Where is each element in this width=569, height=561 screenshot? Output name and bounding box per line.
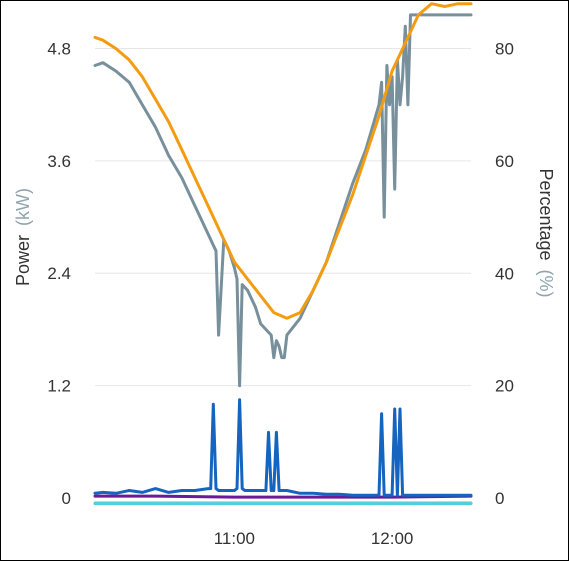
x-ticks: 11:00 12:00 — [214, 529, 414, 548]
y-right-tick-label: 60 — [495, 152, 514, 171]
y-left-tick-label: 0 — [62, 489, 71, 508]
y-left-label: Power — [13, 235, 33, 286]
series-layer — [93, 2, 473, 506]
y-right-tick-label: 20 — [495, 377, 514, 396]
gridlines — [95, 47, 471, 387]
y-right-tick-label: 0 — [495, 489, 504, 508]
y-left-tick-label: 2.4 — [47, 264, 71, 283]
y-left-tick-label: 1.2 — [47, 377, 71, 396]
y-right-unit: (%) — [536, 270, 556, 298]
series-line — [93, 398, 473, 497]
series-line — [93, 494, 473, 499]
y-left-ticks: 0 1.2 2.4 3.6 4.8 — [47, 39, 71, 508]
y-left-tick-label: 4.8 — [47, 39, 71, 58]
y-left-axis-title: Power (kW) — [13, 188, 33, 286]
x-tick-label: 11:00 — [214, 529, 255, 548]
x-tick-label: 12:00 — [371, 529, 414, 548]
y-right-label: Percentage — [536, 168, 556, 260]
y-left-unit: (kW) — [13, 188, 33, 226]
y-right-tick-label: 40 — [495, 264, 514, 283]
y-right-axis-title: Percentage (%) — [536, 168, 556, 297]
y-right-ticks: 0 20 40 60 80 — [495, 40, 514, 508]
series-line — [93, 2, 473, 320]
y-left-tick-label: 3.6 — [47, 152, 71, 171]
series-line — [93, 13, 473, 388]
y-right-tick-label: 80 — [495, 40, 514, 59]
